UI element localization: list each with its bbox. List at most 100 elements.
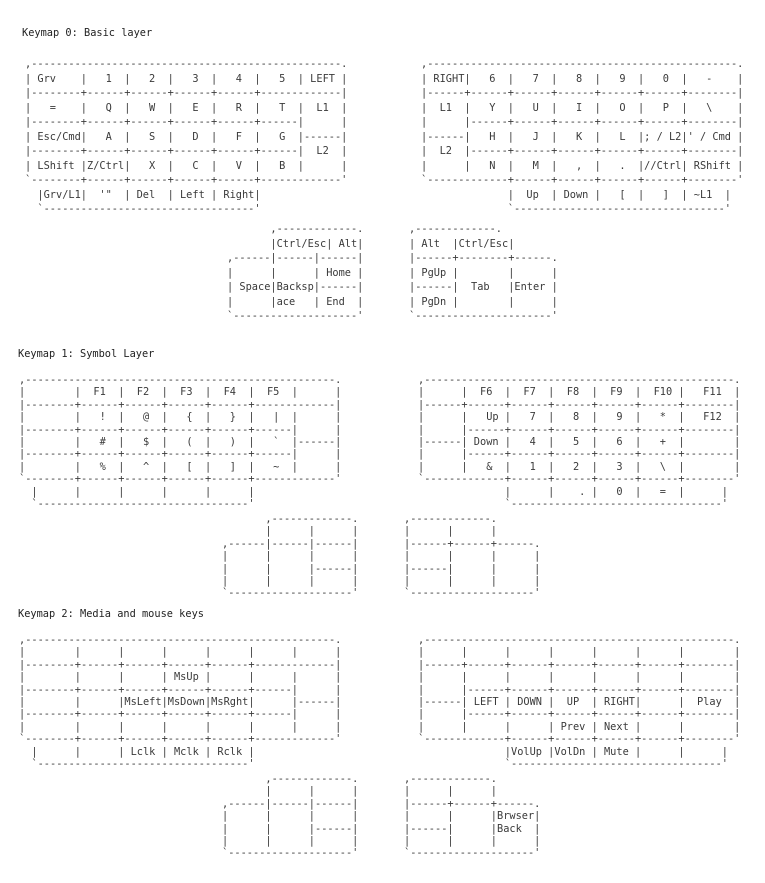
layer-0-right-hand: ,---------------------------------------…	[421, 57, 743, 217]
keymap-row: | | % | ^ | [ | ] | ~ | |	[19, 460, 342, 473]
keymap-row: | |ace | End |	[227, 295, 364, 308]
keymap-row: |------| LEFT | DOWN | UP | RIGHT| | Pla…	[418, 695, 741, 708]
keymap-row: | | |	[222, 785, 359, 798]
keymap-row: `--------------------'	[222, 847, 359, 860]
keymap-row: `----------------------------------'	[19, 497, 255, 510]
keymap-row: |------| H | J | K | L |; / L2|' / Cmd |	[421, 130, 744, 143]
keymap-row: `----------------------------------'	[418, 757, 728, 770]
layer-1-right-thumb: ,-------------. | | | |------+------+-----…	[404, 513, 540, 600]
keymap-row: `-------------+------+------+------+----…	[421, 174, 744, 186]
keymap-row: ,-------------.	[222, 513, 359, 525]
layer-2-right-thumb: ,-------------. | | | |------+------+-----…	[404, 773, 540, 860]
keymap-row: | | | | Prev | Next | | |	[418, 720, 741, 733]
keymap-row: |--------+------+------+------+------+--…	[19, 708, 342, 721]
keymap-row: ,-------------.	[404, 513, 497, 525]
keymap-row: | | | | | | | |	[19, 720, 342, 733]
keymap-row: | PgUp | | |	[409, 266, 558, 279]
keymap-row: | | F6 | F7 | F8 | F9 | F10 | F11 |	[418, 386, 741, 399]
keymap-row: | | | Lclk | Mclk | Rclk |	[19, 745, 255, 758]
keymap-row: ,-------------.	[404, 773, 497, 785]
keymap-row: | | | | | | | |	[418, 646, 741, 659]
keymap-row: ,---------------------------------------…	[19, 634, 342, 646]
layer-0-right-thumb: ,-------------. | Alt |Ctrl/Esc| |------+-…	[409, 222, 558, 324]
keymap-row: | |------+------+------+------+------+--…	[418, 448, 741, 461]
keymap-row: `----------------------------------'	[25, 203, 261, 215]
keymap-row: |------+------+------+------+------+----…	[418, 398, 741, 411]
layer-2-right-hand: ,---------------------------------------…	[418, 634, 740, 770]
keymap-row: | | |MsLeft|MsDown|MsRght| |------|	[19, 695, 342, 708]
keymap-row: | Grv | 1 | 2 | 3 | 4 | 5 | LEFT |	[25, 72, 348, 85]
layer-1-title: Keymap 1: Symbol Layer	[18, 348, 155, 360]
keymap-row: ,---------------------------------------…	[421, 58, 744, 70]
keymap-row: ,------|------|------|	[222, 537, 359, 550]
keymap-row: ,------|------|------|	[227, 252, 364, 264]
keymap-row: `--------------------'	[404, 587, 541, 600]
keymap-row: | | |	[404, 785, 497, 798]
keymap-row: | | | | | | | |	[418, 671, 741, 684]
keymap-row: | | F1 | F2 | F3 | F4 | F5 | |	[19, 386, 342, 399]
keymap-row: | | N | M | , | . |//Ctrl| RShift |	[421, 159, 744, 172]
keymap-row: |--------+------+------+------+------+--…	[25, 116, 348, 128]
keymap-row: |------| | |	[404, 562, 541, 575]
keymap-row: |------| Down | 4 | 5 | 6 | + | |	[418, 435, 741, 448]
keymap-row: `-------------+------+------+------+----…	[418, 473, 741, 486]
keymap-row: | | | |	[222, 834, 359, 847]
keymap-row: | | ! | @ | { | } | | | |	[19, 411, 342, 424]
keymap-row: | | | |	[404, 574, 541, 587]
keymap-row: |------+------+------+------+------+----…	[418, 658, 741, 671]
keymap-row: ,---------------------------------------…	[25, 58, 348, 70]
keymap-row: |------+--------+------.	[409, 252, 558, 264]
keymap-row: `-------------+------+------+------+----…	[418, 733, 741, 746]
keymap-row: |------+------+------+------+------+----…	[421, 87, 744, 99]
keymap-row: |--------+------+------+------+------+--…	[25, 87, 348, 99]
keymap-row: | | |------|	[222, 562, 359, 575]
keymap-row: | |------+------+------+------+------+--…	[418, 423, 741, 436]
keymap-row: | | | |	[222, 574, 359, 587]
keymap-row: | | | | | |	[19, 485, 255, 498]
keymap-row: | Space|Backsp|------|	[227, 281, 364, 293]
keymap-row: |--------+------+------+------+------+--…	[25, 145, 348, 157]
keymap-row: ,---------------------------------------…	[19, 374, 342, 386]
layer-2-title: Keymap 2: Media and mouse keys	[18, 608, 204, 620]
keymap-row: |Ctrl/Esc| Alt|	[227, 237, 364, 250]
keymap-row: | Alt |Ctrl/Esc|	[409, 237, 515, 250]
layer-2-left-hand: ,---------------------------------------…	[19, 634, 341, 770]
layer-0-left-hand: ,---------------------------------------…	[25, 57, 347, 217]
keymap-row: ,---------------------------------------…	[418, 374, 741, 386]
keymap-row: | | | |	[404, 550, 541, 563]
keymap-row: |------+------+------.	[404, 797, 541, 810]
keymap-row: `--------+------+------+------+------+--…	[25, 174, 348, 186]
keymap-row: | | | Home |	[227, 266, 364, 279]
keymap-row: | | | | | | | |	[19, 646, 342, 659]
keymap-row: |Grv/L1| '" | Del | Left | Right|	[25, 188, 261, 201]
keymap-row: | RIGHT| 6 | 7 | 8 | 9 | 0 | - |	[421, 72, 744, 85]
keymap-row: ,-------------.	[222, 773, 359, 785]
keymap-row: | | Up | 7 | 8 | 9 | * | F12 |	[418, 411, 741, 424]
keymap-row: |--------+------+------+------+------+--…	[19, 683, 342, 696]
keymap-row: `----------------------'	[409, 310, 558, 322]
keymap-row: `----------------------------------'	[421, 203, 731, 215]
keymap-row: | |------+------+------+------+------+--…	[418, 683, 741, 696]
keymap-row: | | |------|	[222, 822, 359, 835]
keymap-row: |VolUp |VolDn | Mute | | |	[418, 745, 728, 758]
keymap-row: | Esc/Cmd| A | S | D | F | G |------|	[25, 130, 348, 143]
keymap-row: | L2 |------+------+------+------+------…	[421, 145, 744, 157]
keymap-row: |--------+------+------+------+------+--…	[19, 658, 342, 671]
layer-2-left-thumb: ,-------------. | | | ,------|------|----…	[222, 773, 358, 860]
keymap-row: |--------+------+------+------+------+--…	[19, 423, 342, 436]
keymap-row: | = | Q | W | E | R | T | L1 |	[25, 101, 348, 114]
keymap-row: `--------------------'	[227, 310, 364, 322]
keymap-row: | PgDn | | |	[409, 295, 558, 308]
keymap-row: | LShift |Z/Ctrl| X | C | V | B | |	[25, 159, 348, 172]
keymap-row: |--------+------+------+------+------+--…	[19, 398, 342, 411]
keymap-row: |------| Tab |Enter |	[409, 281, 558, 293]
keymap-row: |------| |Back |	[404, 822, 541, 835]
keymap-row: |--------+------+------+------+------+--…	[19, 448, 342, 461]
keymap-row: ,-------------.	[227, 223, 364, 235]
layer-1-right-hand: ,---------------------------------------…	[418, 374, 740, 510]
keymap-row: `--------+------+------+------+------+--…	[19, 733, 342, 746]
keymap-row: `----------------------------------'	[418, 497, 728, 510]
keymap-row: | | | |	[222, 550, 359, 563]
keymap-row: | Up | Down | [ | ] | ~L1 |	[421, 188, 731, 201]
keymap-row: ,-------------.	[409, 223, 502, 235]
